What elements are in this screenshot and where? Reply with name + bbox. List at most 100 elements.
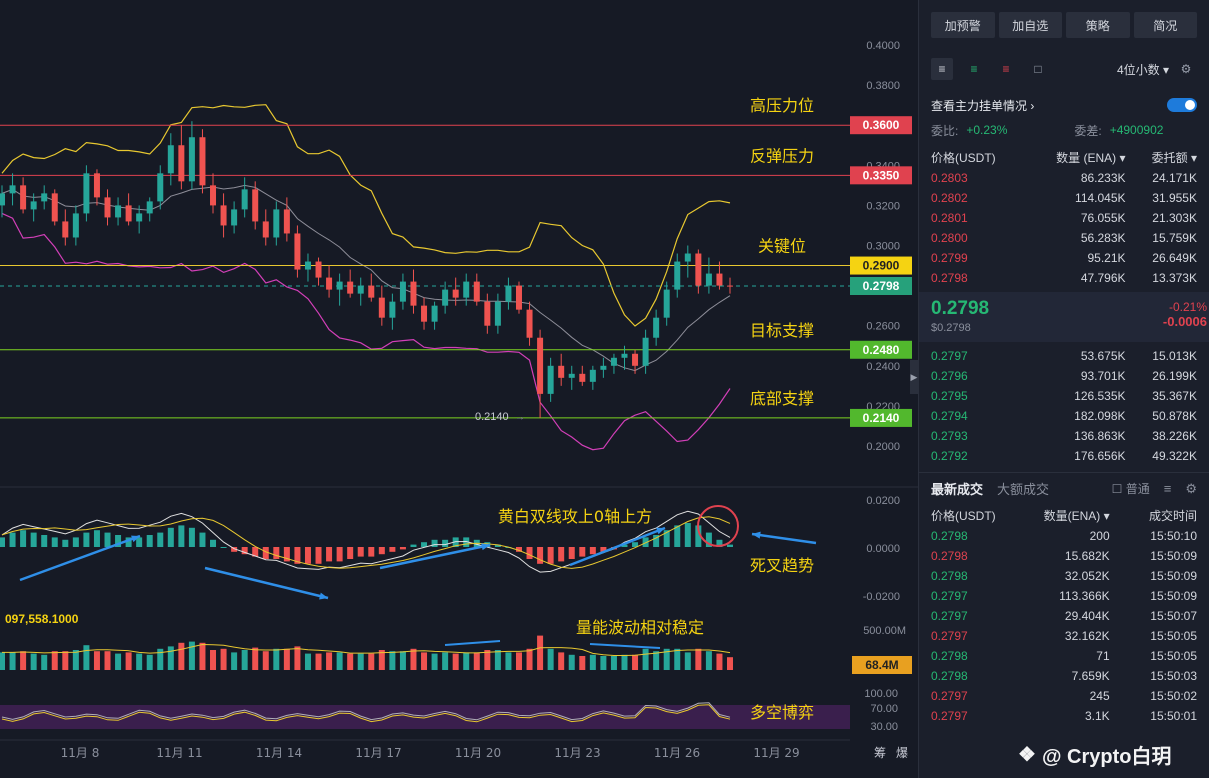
volume-bar [125, 652, 132, 670]
bid-qty: 176.656K [1074, 449, 1126, 463]
price-chart[interactable]: 0.40000.38000.36000.34000.32000.30000.28… [0, 0, 918, 778]
macd-bar [547, 547, 554, 564]
trade-time: 15:50:05 [1150, 629, 1198, 643]
expand-icon[interactable]: □ [1034, 62, 1042, 76]
add-alert-button[interactable]: 加预警 [931, 12, 995, 38]
decimal-select[interactable]: 4位小数 ▾ [1116, 62, 1169, 77]
tr-price-header: 价格(USDT) [931, 508, 996, 523]
candle-body [62, 221, 69, 238]
candle-body [178, 145, 185, 182]
candle-body [262, 221, 269, 238]
candle-body [326, 277, 333, 290]
tab-large-trades[interactable]: 大额成交 [997, 482, 1050, 497]
tr-qty-header[interactable]: 数量(ENA) ▾ [1043, 508, 1110, 523]
ask-row[interactable]: 0.2800 56.283K 15.759K [919, 228, 1209, 248]
volume-bar [621, 654, 628, 670]
add-watchlist-button[interactable]: 加自选 [998, 12, 1062, 38]
volume-tag-label: 68.4M [865, 658, 898, 672]
volume-readout: 097,558.1000 [5, 612, 79, 626]
watch-main-orders-row[interactable]: 查看主力挂单情况 › [919, 92, 1209, 118]
both-sides-icon[interactable]: ≡ [931, 58, 953, 80]
bid-row[interactable]: 0.2797 53.675K 15.013K [919, 346, 1209, 366]
volume-bar [210, 650, 217, 670]
volume-bar [347, 653, 354, 670]
ask-row[interactable]: 0.2802 114.045K 31.955K [919, 188, 1209, 208]
candle-body [684, 253, 691, 262]
asks-only-icon[interactable]: ≡ [1002, 62, 1010, 76]
overview-button[interactable]: 简况 [1133, 12, 1197, 38]
macd-bar [389, 547, 396, 552]
ask-price: 0.2802 [931, 191, 968, 205]
trade-time: 15:50:02 [1150, 689, 1198, 703]
candle-body [220, 205, 227, 226]
bid-amount: 38.226K [1152, 429, 1197, 443]
bid-price: 0.2797 [931, 349, 968, 363]
candle-body [104, 197, 111, 218]
trade-row: 0.2798 200 15:50:10 [919, 526, 1209, 546]
ob-amount-header[interactable]: 委托额 ▾ [1151, 150, 1197, 165]
macd-bar [304, 547, 311, 564]
top-buttons: 加预警 加自选 策略 简况 [919, 0, 1209, 38]
macd-bar [663, 530, 670, 547]
macd-bar [62, 539, 69, 547]
level-tag-label: 0.3600 [863, 118, 900, 132]
bid-row[interactable]: 0.2796 93.701K 26.199K [919, 366, 1209, 386]
candle-body [347, 281, 354, 294]
chevron-right-icon: › [1030, 98, 1035, 113]
diff-label: 委差: [1074, 123, 1102, 138]
trade-row: 0.2797 245 15:50:02 [919, 686, 1209, 706]
trades-settings-icon[interactable]: ⚙ [1185, 480, 1197, 496]
low-price-marker: 0.2140 [475, 411, 509, 423]
bid-row[interactable]: 0.2792 176.656K 49.322K [919, 446, 1209, 466]
macd-bar [537, 547, 544, 564]
trade-price: 0.2797 [931, 589, 968, 603]
bid-row[interactable]: 0.2794 182.098K 50.878K [919, 406, 1209, 426]
ask-row[interactable]: 0.2798 47.796K 13.373K [919, 268, 1209, 288]
macd-bar [72, 537, 79, 547]
tab-latest-trades[interactable]: 最新成交 [931, 482, 984, 497]
x-tick-label: 11月 8 [61, 746, 100, 760]
macd-bar [421, 542, 428, 547]
collapse-panel-handle[interactable]: ▶ [910, 360, 918, 394]
macd-bar [104, 532, 111, 547]
candle-body [642, 337, 649, 366]
ask-amount: 21.303K [1152, 211, 1197, 225]
bid-row[interactable]: 0.2793 136.863K 38.226K [919, 426, 1209, 446]
trade-time: 15:50:10 [1150, 529, 1198, 543]
level-annotation: 高压力位 [750, 96, 814, 115]
ask-row[interactable]: 0.2799 95.21K 26.649K [919, 248, 1209, 268]
candle-body [157, 173, 164, 202]
filter-icon[interactable]: ≡ [1163, 481, 1172, 496]
bid-qty: 126.535K [1074, 389, 1126, 403]
x-tick-label: 11月 23 [554, 746, 600, 760]
macd-annotation: 黄白双线攻上0轴上方 [498, 507, 652, 526]
bid-row[interactable]: 0.2795 126.535K 35.367K [919, 386, 1209, 406]
chart-area[interactable]: 0.40000.38000.36000.34000.32000.30000.28… [0, 0, 918, 778]
macd-bar [410, 544, 417, 547]
bids-only-icon[interactable]: ≡ [970, 62, 978, 76]
watch-toggle[interactable] [1167, 98, 1197, 112]
candle-body [199, 137, 206, 186]
candle-body [442, 289, 449, 306]
macd-bar [642, 537, 649, 547]
candle-body [653, 317, 660, 338]
level-tag [850, 277, 912, 296]
ask-row[interactable]: 0.2801 76.055K 21.303K [919, 208, 1209, 228]
candle-body [558, 365, 565, 378]
macd-bar [357, 547, 364, 557]
trade-row: 0.2798 7.659K 15:50:03 [919, 666, 1209, 686]
ask-row[interactable]: 0.2803 86.233K 24.171K [919, 168, 1209, 188]
settings-icon[interactable]: ⚙ [1180, 62, 1192, 76]
volume-bar [431, 653, 438, 670]
normal-checkbox[interactable]: ☐ 普通 [1111, 482, 1150, 496]
strategy-button[interactable]: 策略 [1066, 12, 1130, 38]
macd-bar [674, 525, 681, 547]
macd-bar [463, 537, 470, 547]
volume-bar [399, 651, 406, 670]
ob-qty-header[interactable]: 数量 (ENA) ▾ [1056, 150, 1126, 165]
trade-qty: 7.659K [1071, 669, 1110, 683]
macd-bar [632, 542, 639, 547]
volume-bar [568, 654, 575, 670]
trade-time: 15:50:05 [1150, 649, 1198, 663]
bid-qty: 136.863K [1074, 429, 1126, 443]
